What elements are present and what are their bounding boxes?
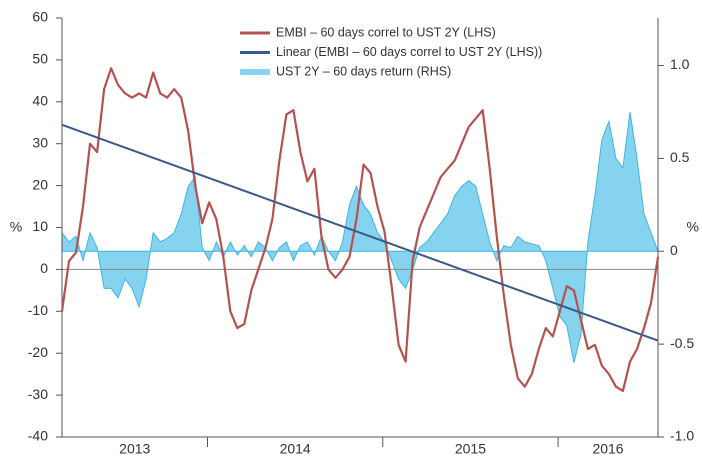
x-tick-label: 2015 <box>455 441 486 457</box>
line-series <box>61 123 659 342</box>
y-tick-label: -40 <box>28 428 48 444</box>
y-tick-label: -30 <box>28 386 48 402</box>
y-tick-label: 0 <box>40 260 48 276</box>
legend-label: UST 2Y – 60 days return (RHS) <box>276 64 451 78</box>
area-layer <box>61 111 659 363</box>
y-tick-label: -10 <box>28 302 48 318</box>
x-tick-label: 2014 <box>280 441 311 457</box>
y2-tick-label: 0 <box>670 242 678 258</box>
legend-label: Linear (EMBI – 60 days correl to UST 2Y … <box>276 45 542 59</box>
y-tick-label: 20 <box>32 176 48 192</box>
line-series <box>60 67 660 392</box>
area-fill <box>62 112 658 363</box>
y2-axis-label: % <box>687 219 699 235</box>
y2-tick-label: 1.0 <box>670 56 690 72</box>
y-tick-label: 50 <box>32 51 48 67</box>
legend-label: EMBI – 60 days correl to UST 2Y (LHS) <box>276 25 496 39</box>
y-tick-label: 60 <box>32 9 48 25</box>
y-tick-label: 30 <box>32 134 48 150</box>
y2-tick-label: 0.5 <box>670 149 690 165</box>
legend-bg <box>236 22 596 82</box>
y-tick-label: -20 <box>28 344 48 360</box>
x-tick-label: 2013 <box>119 441 150 457</box>
y2-tick-label: -1.0 <box>670 428 694 444</box>
y-tick-label: 40 <box>32 93 48 109</box>
y-tick-label: 10 <box>32 218 48 234</box>
y2-tick-label: -0.5 <box>670 335 694 351</box>
x-tick-label: 2016 <box>592 441 623 457</box>
y-axis-label: % <box>10 219 22 235</box>
